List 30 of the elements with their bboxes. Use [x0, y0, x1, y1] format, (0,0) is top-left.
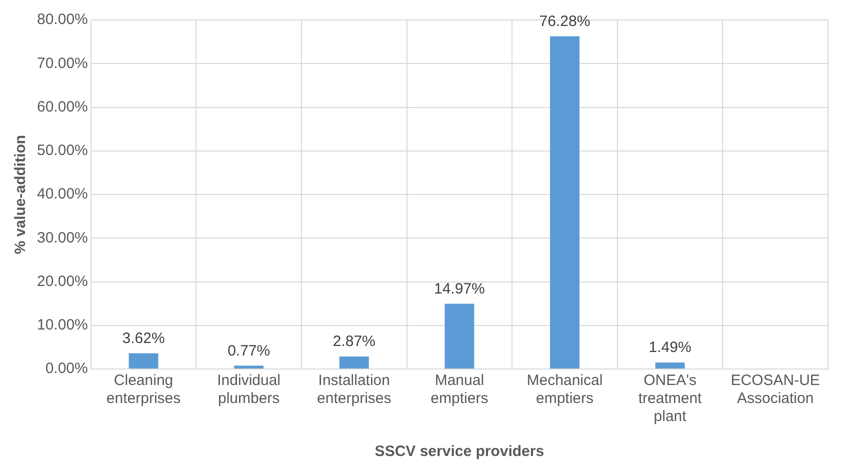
y-tick-label: 10.00%	[37, 316, 88, 334]
y-tick-label: 70.00%	[37, 54, 88, 72]
x-tick-label: ONEA's treatment plant	[638, 372, 703, 426]
y-tick-label: 20.00%	[37, 272, 88, 290]
x-tick-label: Mechanical emptiers	[526, 372, 603, 408]
y-tick-label: 0.00%	[45, 360, 88, 378]
x-tick-label: ECOSAN-UE Association	[730, 372, 820, 408]
bar	[444, 304, 474, 368]
bar	[128, 353, 158, 368]
x-tick-label: Cleaning enterprises	[106, 372, 181, 408]
y-axis-title: % value-addition	[12, 134, 30, 254]
x-axis-title: SSCV service providers	[374, 443, 544, 460]
y-tick-label: 30.00%	[37, 229, 88, 246]
x-tick-label: Individual plumbers	[217, 372, 281, 408]
bar	[234, 366, 264, 368]
bar	[339, 356, 369, 368]
x-tick-label: Manual emptiers	[430, 372, 488, 408]
data-label: 76.28%	[539, 12, 590, 30]
y-tick-label: 40.00%	[37, 186, 88, 203]
data-label: 2.87%	[332, 333, 376, 350]
y-tick-label: 60.00%	[37, 98, 88, 116]
data-label: 0.77%	[228, 342, 270, 360]
y-tick-label: 80.00%	[37, 11, 88, 28]
data-label: 14.97%	[434, 280, 485, 298]
data-label: 1.49%	[648, 339, 692, 356]
y-tick-label: 50.00%	[37, 142, 88, 160]
x-tick-label: Installation enterprises	[317, 372, 392, 408]
bar	[550, 36, 580, 368]
data-label: 3.62%	[122, 330, 165, 347]
bar	[655, 362, 685, 368]
